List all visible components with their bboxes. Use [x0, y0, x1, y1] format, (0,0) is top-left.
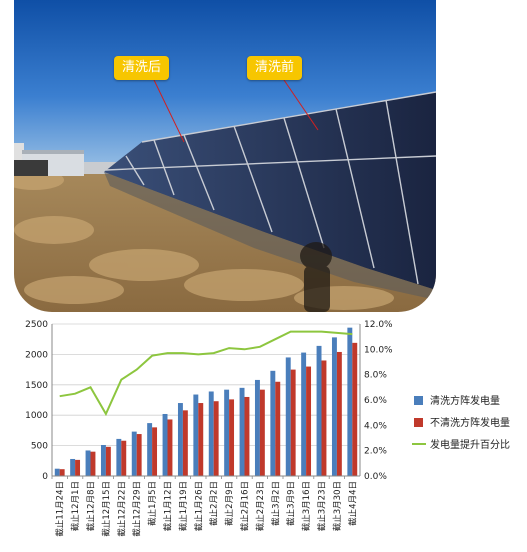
- bar-cleaned: [270, 370, 276, 476]
- x-tick-label: 截止2月2日: [209, 481, 220, 526]
- legend-label: 清洗方阵发电量: [430, 394, 500, 407]
- bar-uncleaned: [105, 446, 111, 476]
- y-tick-label: 500: [31, 442, 48, 452]
- x-tick-label: 截止12月8日: [86, 481, 97, 531]
- bar-cleaned: [131, 431, 137, 476]
- series-line-percent: [59, 330, 353, 417]
- x-tick-label: 截止12月29日: [132, 481, 143, 537]
- bar-uncleaned: [259, 389, 265, 476]
- callout-after-cleaning: 清洗后: [114, 56, 170, 80]
- x-tick-label: 截止1月26日: [193, 481, 204, 531]
- y-tick-label: 2000: [25, 350, 48, 360]
- y-tick-label: 2500: [25, 320, 48, 330]
- bar-cleaned: [239, 387, 245, 476]
- x-tick-label: 截止2月16日: [240, 481, 251, 531]
- y2-axis-ticks: 0.0% 2.0% 4.0% 6.0% 8.0% 10.0% 12.0%: [364, 320, 393, 482]
- y2-tick-label: 12.0%: [364, 320, 393, 330]
- x-tick-label: 截止3月30日: [332, 481, 343, 531]
- x-tick-label: 截止3月9日: [286, 481, 297, 526]
- x-tick-label: 截止2月9日: [224, 481, 235, 526]
- generation-chart: 0 500 1000 1500 2000 2500 0.0% 2.0% 4.0% 6.0% 8.0…: [25, 320, 510, 537]
- y2-tick-label: 4.0%: [364, 421, 387, 431]
- legend-label: 发电量提升百分比: [430, 438, 510, 451]
- callout-arrow-after: [153, 79, 185, 143]
- bar-cleaned: [147, 423, 153, 476]
- bar-cleaned: [254, 379, 260, 476]
- y-tick-label: 0: [42, 472, 48, 482]
- callout-before-cleaning: 清洗前: [247, 56, 303, 80]
- bar-cleaned: [85, 450, 91, 476]
- y2-tick-label: 8.0%: [364, 371, 387, 381]
- bar-uncleaned: [336, 351, 342, 476]
- bar-cleaned: [177, 403, 183, 476]
- bar-uncleaned: [321, 360, 327, 476]
- bar-cleaned: [224, 389, 230, 476]
- bar-cleaned: [193, 394, 199, 476]
- solar-panel-photo: 清洗后 清洗前: [14, 0, 436, 312]
- x-tick-label: 截止1月5日: [147, 481, 158, 526]
- x-tick-label: 截止12月1日: [70, 481, 81, 531]
- x-tick-label: 截止3月16日: [301, 481, 312, 531]
- bar-uncleaned: [59, 469, 65, 476]
- bar-cleaned: [54, 468, 60, 476]
- bar-cleaned: [301, 352, 307, 476]
- x-axis-ticks: 截止11月24日 截止12月1日 截止12月8日 截止12月15日 截止12月22日 截止…: [51, 476, 358, 537]
- bar-uncleaned: [90, 451, 96, 476]
- bar-cleaned: [100, 444, 106, 476]
- photographer-shadow: [300, 242, 332, 312]
- buildings: [14, 143, 124, 176]
- bar-uncleaned: [75, 459, 81, 476]
- x-tick-label: 截止2月23日: [255, 481, 266, 531]
- y2-tick-label: 2.0%: [364, 447, 387, 457]
- bar-uncleaned: [275, 381, 281, 476]
- bar-uncleaned: [306, 366, 312, 476]
- percent-line: [59, 330, 353, 417]
- bar-uncleaned: [198, 403, 204, 476]
- bar-cleaned: [116, 438, 122, 476]
- bar-uncleaned: [136, 434, 142, 476]
- x-tick-label: 截止4月4日: [347, 481, 358, 526]
- bar-uncleaned: [152, 427, 158, 476]
- bar-cleaned: [347, 327, 353, 476]
- callout-arrow-before: [283, 79, 319, 131]
- x-tick-label: 截止11月24日: [55, 481, 66, 537]
- bar-cleaned: [70, 458, 76, 476]
- bar-uncleaned: [290, 369, 296, 476]
- x-tick-label: 截止12月15日: [101, 481, 112, 537]
- y-tick-label: 1500: [25, 381, 48, 391]
- bar-uncleaned: [182, 410, 188, 476]
- bar-uncleaned: [121, 440, 127, 476]
- x-tick-label: 截止1月19日: [178, 481, 189, 531]
- legend-swatch: [414, 418, 423, 427]
- bars: [54, 327, 358, 476]
- bar-cleaned: [331, 337, 337, 476]
- x-tick-label: 截止3月23日: [317, 481, 328, 531]
- panel-frame-lines: [105, 91, 436, 285]
- bar-cleaned: [208, 391, 214, 476]
- y-tick-label: 1000: [25, 411, 48, 421]
- bar-cleaned: [162, 413, 168, 476]
- y-axis-ticks: 0 500 1000 1500 2000 2500: [25, 320, 48, 482]
- bar-uncleaned: [352, 342, 358, 476]
- x-tick-label: 截止12月22日: [116, 481, 127, 537]
- y2-tick-label: 10.0%: [364, 345, 393, 355]
- y2-tick-label: 6.0%: [364, 396, 387, 406]
- y2-tick-label: 0.0%: [364, 472, 387, 482]
- x-tick-label: 截止1月12日: [163, 481, 174, 531]
- x-tick-label: 截止3月2日: [270, 481, 281, 526]
- bar-uncleaned: [167, 419, 173, 476]
- bar-cleaned: [316, 345, 322, 476]
- bar-uncleaned: [213, 401, 219, 476]
- legend-label: 不清洗方阵发电量: [430, 416, 510, 429]
- bar-uncleaned: [244, 396, 250, 476]
- legend-swatch: [414, 396, 423, 405]
- array-shadow-side: [104, 172, 436, 300]
- bar-cleaned: [285, 357, 291, 476]
- bar-uncleaned: [229, 399, 235, 476]
